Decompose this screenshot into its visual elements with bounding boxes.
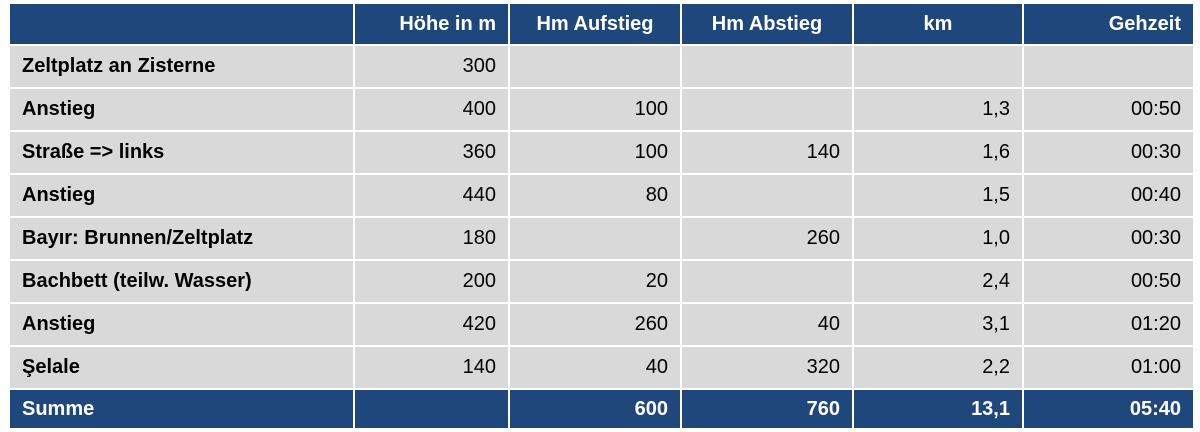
- walking-time-cell: 00:30: [1022, 130, 1195, 175]
- header-height: Höhe in m: [353, 2, 510, 46]
- ascent-cell: 100: [508, 130, 682, 175]
- ascent-cell: [508, 216, 682, 261]
- km-cell: 1,5: [852, 173, 1024, 218]
- walking-time-cell: 00:50: [1022, 87, 1195, 132]
- walking-time-cell: 01:20: [1022, 302, 1195, 347]
- km-cell: [852, 44, 1024, 89]
- stage-name: Bayır: Brunnen/Zeltplatz: [8, 216, 355, 261]
- ascent-cell: 260: [508, 302, 682, 347]
- table-row: Anstieg 400 100 1,3 00:50: [8, 87, 1195, 132]
- stage-name: Zeltplatz an Zisterne: [8, 44, 355, 89]
- header-ascent: Hm Aufstieg: [508, 2, 682, 46]
- stage-name: Şelale: [8, 345, 355, 390]
- total-ascent: 600: [508, 388, 682, 430]
- height-cell: 440: [353, 173, 510, 218]
- stage-name: Bachbett (teilw. Wasser): [8, 259, 355, 304]
- descent-cell: 40: [680, 302, 854, 347]
- height-cell: 140: [353, 345, 510, 390]
- descent-cell: [680, 44, 854, 89]
- height-cell: 420: [353, 302, 510, 347]
- table-row: Anstieg 420 260 40 3,1 01:20: [8, 302, 1195, 347]
- total-label: Summe: [8, 388, 355, 430]
- total-height: [353, 388, 510, 430]
- table-row: Straße => links 360 100 140 1,6 00:30: [8, 130, 1195, 175]
- total-descent: 760: [680, 388, 854, 430]
- ascent-cell: 100: [508, 87, 682, 132]
- walking-time-cell: 01:00: [1022, 345, 1195, 390]
- height-cell: 300: [353, 44, 510, 89]
- table-row: Bayır: Brunnen/Zeltplatz 180 260 1,0 00:…: [8, 216, 1195, 261]
- km-cell: 3,1: [852, 302, 1024, 347]
- header-km: km: [852, 2, 1024, 46]
- table-row: Bachbett (teilw. Wasser) 200 20 2,4 00:5…: [8, 259, 1195, 304]
- table-row: Anstieg 440 80 1,5 00:40: [8, 173, 1195, 218]
- height-cell: 360: [353, 130, 510, 175]
- descent-cell: 140: [680, 130, 854, 175]
- descent-cell: [680, 87, 854, 132]
- km-cell: 1,3: [852, 87, 1024, 132]
- km-cell: 2,4: [852, 259, 1024, 304]
- descent-cell: [680, 173, 854, 218]
- header-stage: [8, 2, 355, 46]
- walking-time-cell: [1022, 44, 1195, 89]
- stage-name: Anstieg: [8, 173, 355, 218]
- ascent-cell: 80: [508, 173, 682, 218]
- table-row: Zeltplatz an Zisterne 300: [8, 44, 1195, 89]
- stage-name: Anstieg: [8, 302, 355, 347]
- km-cell: 2,2: [852, 345, 1024, 390]
- descent-cell: 320: [680, 345, 854, 390]
- hiking-stage-table: Höhe in m Hm Aufstieg Hm Abstieg km Gehz…: [8, 2, 1195, 430]
- total-walking-time: 05:40: [1022, 388, 1195, 430]
- km-cell: 1,6: [852, 130, 1024, 175]
- height-cell: 200: [353, 259, 510, 304]
- ascent-cell: [508, 44, 682, 89]
- header-descent: Hm Abstieg: [680, 2, 854, 46]
- ascent-cell: 20: [508, 259, 682, 304]
- stage-name: Anstieg: [8, 87, 355, 132]
- ascent-cell: 40: [508, 345, 682, 390]
- walking-time-cell: 00:30: [1022, 216, 1195, 261]
- km-cell: 1,0: [852, 216, 1024, 261]
- header-walking-time: Gehzeit: [1022, 2, 1195, 46]
- table-row: Şelale 140 40 320 2,2 01:00: [8, 345, 1195, 390]
- height-cell: 400: [353, 87, 510, 132]
- header-row: Höhe in m Hm Aufstieg Hm Abstieg km Gehz…: [8, 2, 1195, 46]
- walking-time-cell: 00:50: [1022, 259, 1195, 304]
- total-row: Summe 600 760 13,1 05:40: [8, 388, 1195, 430]
- descent-cell: 260: [680, 216, 854, 261]
- height-cell: 180: [353, 216, 510, 261]
- total-km: 13,1: [852, 388, 1024, 430]
- stage-name: Straße => links: [8, 130, 355, 175]
- descent-cell: [680, 259, 854, 304]
- walking-time-cell: 00:40: [1022, 173, 1195, 218]
